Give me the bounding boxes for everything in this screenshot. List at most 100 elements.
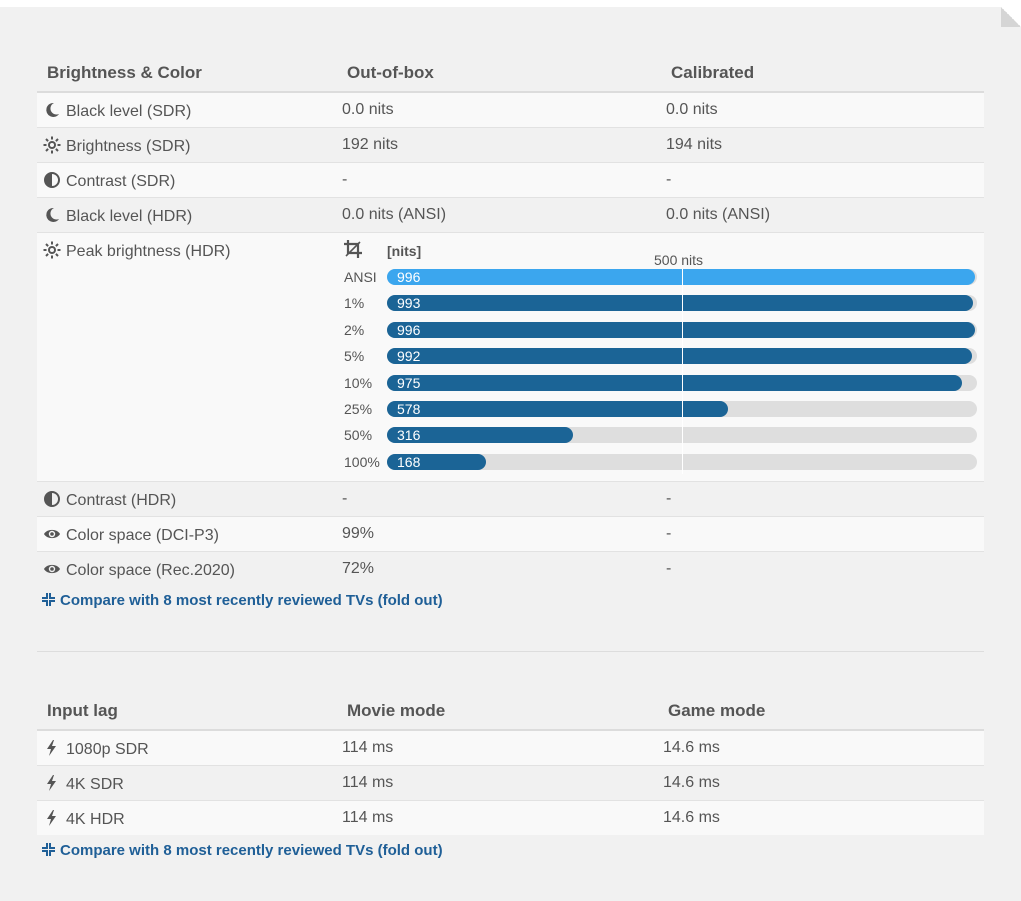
compare-link-input-lag[interactable]: Compare with 8 most recently reviewed TV… — [41, 842, 443, 859]
calibrated-value: - — [666, 171, 672, 188]
compare-link-text[interactable]: Compare with 8 most recently reviewed TV… — [60, 592, 443, 609]
bar-value-label: 578 — [397, 401, 421, 417]
calibrated-value: - — [666, 525, 672, 542]
contrast-icon — [43, 171, 61, 189]
compare-link-text[interactable]: Compare with 8 most recently reviewed TV… — [60, 842, 443, 859]
bar — [387, 295, 973, 312]
calibrated-value: - — [666, 490, 672, 507]
header-out-of-box: Out-of-box — [347, 63, 434, 82]
input-lag-table: Input lag Movie mode Game mode 1080p SDR… — [37, 685, 984, 835]
calibrated-value: 194 nits — [666, 136, 723, 153]
table-row: Black level (SDR) 0.0 nits 0.0 nits — [37, 93, 984, 128]
reference-line-label: 500 nits — [654, 252, 704, 268]
row-label: Contrast (HDR) — [66, 492, 177, 509]
header-movie-mode: Movie mode — [347, 701, 446, 720]
table-row: Contrast (SDR) - - — [37, 163, 984, 198]
page-fold-corner — [1001, 7, 1021, 27]
movie-mode-value: 114 ms — [342, 739, 394, 756]
bar-category-label: ANSI — [344, 269, 377, 285]
table-row: 1080p SDR 114 ms 14.6 ms — [37, 731, 984, 766]
eye-icon — [43, 560, 61, 578]
row-label: 4K HDR — [66, 811, 125, 828]
bar-value-label: 316 — [397, 427, 421, 444]
collapse-arrows-icon — [41, 842, 56, 857]
table-row: 4K HDR 114 ms 14.6 ms — [37, 801, 984, 835]
header-brightness-color: Brightness & Color — [47, 63, 202, 82]
movie-mode-value: 114 ms — [342, 809, 394, 826]
chart-unit-label: [nits] — [387, 243, 422, 259]
table-row: Contrast (HDR) - - — [37, 482, 984, 517]
bar-row: 5% 992 — [343, 348, 983, 365]
review-card: Brightness & Color Out-of-box Calibrated… — [0, 7, 1021, 901]
out-of-box-value: - — [342, 490, 348, 507]
peak-brightness-chart: [nits] 500 nits ANSI 996 1% 993 2% 996 5% 992 10… — [343, 233, 983, 481]
table-header: Brightness & Color Out-of-box Calibrated — [37, 47, 984, 93]
bolt-icon — [43, 739, 61, 757]
table-row: Color space (DCI-P3) 99% - — [37, 517, 984, 552]
reference-line — [682, 269, 683, 475]
bar-row: 1% 993 — [343, 295, 983, 312]
bar-row: ANSI 996 — [343, 269, 983, 285]
row-label: 1080p SDR — [66, 741, 149, 758]
row-label: Black level (HDR) — [66, 208, 193, 225]
row-label: Black level (SDR) — [66, 103, 192, 120]
eye-icon — [43, 525, 61, 543]
bar-value-label: 975 — [397, 374, 421, 391]
bar-value-label: 992 — [397, 348, 421, 365]
row-label: Brightness (SDR) — [66, 138, 191, 155]
bar-category-label: 50% — [344, 427, 373, 444]
table-header: Input lag Movie mode Game mode — [37, 685, 984, 731]
bar-row: 2% 996 — [343, 321, 983, 338]
calibrated-value: 0.0 nits (ANSI) — [666, 206, 771, 223]
table-row: Brightness (SDR) 192 nits 194 nits — [37, 128, 984, 163]
bar — [387, 453, 487, 470]
bar-row: 25% 578 — [343, 401, 983, 417]
out-of-box-value: - — [342, 171, 348, 188]
out-of-box-value: 99% — [342, 525, 375, 542]
bar-category-label: 5% — [344, 348, 365, 365]
bar-value-label: 996 — [397, 269, 421, 285]
row-label: 4K SDR — [66, 776, 124, 793]
section-divider — [37, 651, 984, 652]
bar — [387, 374, 963, 391]
header-input-lag: Input lag — [47, 701, 118, 720]
table-row-peak-brightness: Peak brightness (HDR) [nits] 500 nits AN… — [37, 233, 984, 482]
row-label: Peak brightness (HDR) — [66, 243, 231, 260]
game-mode-value: 14.6 ms — [663, 809, 720, 826]
calibrated-value: 0.0 nits — [666, 101, 718, 118]
sun-icon — [43, 241, 61, 259]
bar-value-label: 996 — [397, 321, 421, 338]
movie-mode-value: 114 ms — [342, 774, 394, 791]
bar-row: 10% 975 — [343, 374, 983, 391]
bar — [387, 269, 975, 285]
bar-category-label: 2% — [344, 321, 365, 338]
calibrated-value: - — [666, 560, 672, 577]
header-calibrated: Calibrated — [671, 63, 755, 82]
table-row: Black level (HDR) 0.0 nits (ANSI) 0.0 ni… — [37, 198, 984, 233]
row-label: Contrast (SDR) — [66, 173, 176, 190]
out-of-box-value: 0.0 nits — [342, 101, 394, 118]
out-of-box-value: 192 nits — [342, 136, 399, 153]
table-row: Color space (Rec.2020) 72% - — [37, 552, 984, 586]
bar-value-label: 993 — [397, 295, 421, 312]
collapse-arrows-icon — [41, 592, 56, 607]
bar — [387, 401, 729, 417]
table-row: 4K SDR 114 ms 14.6 ms — [37, 766, 984, 801]
bar — [387, 348, 973, 365]
bolt-icon — [43, 809, 61, 827]
bar — [387, 321, 975, 338]
bar-category-label: 25% — [344, 401, 373, 417]
compare-link-brightness[interactable]: Compare with 8 most recently reviewed TV… — [41, 592, 443, 609]
brightness-color-table: Brightness & Color Out-of-box Calibrated… — [37, 47, 984, 586]
bar — [387, 427, 574, 444]
sun-icon — [43, 136, 61, 154]
game-mode-value: 14.6 ms — [663, 774, 720, 791]
bar-category-label: 100% — [344, 453, 380, 470]
bar-row: 100% 168 — [343, 453, 983, 470]
bar-category-label: 1% — [344, 295, 365, 312]
bar-row: 50% 316 — [343, 427, 983, 444]
crop-icon[interactable] — [343, 239, 363, 259]
moon-icon — [43, 206, 61, 224]
out-of-box-value: 0.0 nits (ANSI) — [342, 206, 447, 223]
out-of-box-value: 72% — [342, 560, 375, 577]
